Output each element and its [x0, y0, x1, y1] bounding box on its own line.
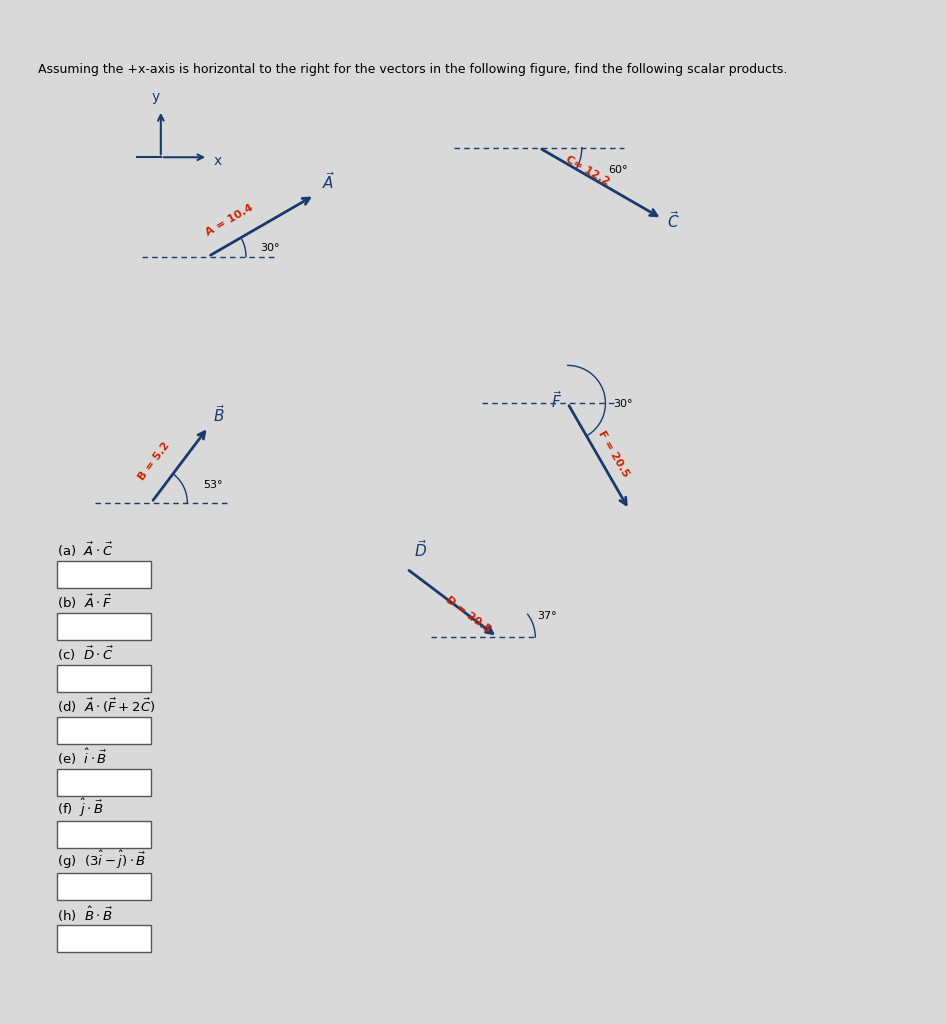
FancyBboxPatch shape	[57, 613, 151, 640]
Text: Assuming the +x-axis is horizontal to the right for the vectors in the following: Assuming the +x-axis is horizontal to th…	[38, 62, 787, 76]
Text: x: x	[214, 154, 222, 168]
Text: (a)  $\vec{A} \cdot \vec{C}$: (a) $\vec{A} \cdot \vec{C}$	[57, 541, 114, 559]
Text: C= 12.2: C= 12.2	[564, 155, 611, 187]
Text: $\vec{A}$: $\vec{A}$	[323, 171, 336, 193]
FancyBboxPatch shape	[57, 717, 151, 743]
FancyBboxPatch shape	[57, 561, 151, 588]
Text: $\vec{B}$: $\vec{B}$	[213, 404, 225, 425]
Text: 30°: 30°	[613, 399, 632, 409]
Text: 53°: 53°	[203, 480, 223, 489]
Text: 37°: 37°	[537, 611, 556, 621]
Text: $\vec{F}$: $\vec{F}$	[551, 390, 562, 411]
Text: y: y	[152, 90, 160, 104]
Text: A = 10.4: A = 10.4	[204, 202, 255, 238]
Text: D = 20.5: D = 20.5	[444, 595, 492, 635]
Text: $\vec{C}$: $\vec{C}$	[667, 210, 679, 231]
Text: (f)  $\hat{j} \cdot \vec{B}$: (f) $\hat{j} \cdot \vec{B}$	[57, 798, 103, 819]
Text: B = 5.2: B = 5.2	[136, 440, 171, 481]
Text: (b)  $\vec{A} \cdot \vec{F}$: (b) $\vec{A} \cdot \vec{F}$	[57, 593, 113, 611]
Text: (e)  $\hat{i} \cdot \vec{B}$: (e) $\hat{i} \cdot \vec{B}$	[57, 748, 107, 767]
Text: 60°: 60°	[608, 165, 627, 175]
Text: 30°: 30°	[260, 243, 279, 253]
FancyBboxPatch shape	[57, 769, 151, 796]
Text: F = 20.5: F = 20.5	[597, 429, 631, 479]
FancyBboxPatch shape	[57, 926, 151, 952]
Text: $\vec{D}$: $\vec{D}$	[414, 540, 428, 560]
FancyBboxPatch shape	[57, 666, 151, 692]
Text: (g)  $(3\hat{i} - \hat{j}) \cdot \vec{B}$: (g) $(3\hat{i} - \hat{j}) \cdot \vec{B}$	[57, 849, 146, 871]
Text: (c)  $\vec{D} \cdot \vec{C}$: (c) $\vec{D} \cdot \vec{C}$	[57, 645, 114, 664]
FancyBboxPatch shape	[57, 873, 151, 900]
FancyBboxPatch shape	[57, 821, 151, 848]
Text: (h)  $\hat{B} \cdot \vec{B}$: (h) $\hat{B} \cdot \vec{B}$	[57, 904, 113, 924]
Text: (d)  $\vec{A} \cdot (\vec{F} + 2\vec{C})$: (d) $\vec{A} \cdot (\vec{F} + 2\vec{C})$	[57, 697, 155, 716]
